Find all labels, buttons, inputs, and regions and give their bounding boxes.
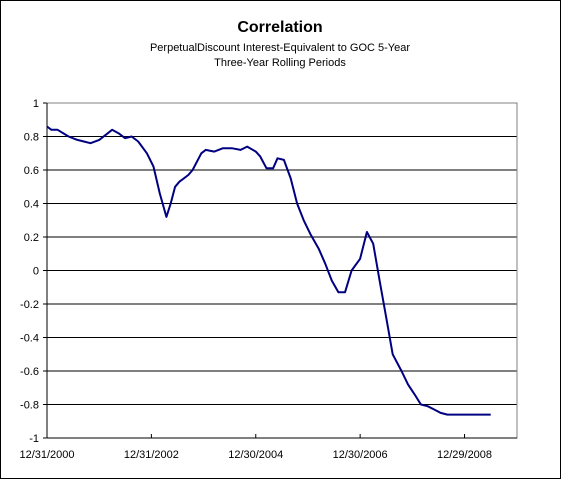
x-tick-label: 12/31/2002	[124, 449, 179, 461]
series-layer	[46, 125, 491, 416]
y-tick-label: 0.8	[24, 132, 39, 144]
x-tick-label: 12/31/2000	[19, 449, 74, 461]
axis-layer	[43, 102, 518, 439]
y-tick-label: -0.8	[20, 400, 39, 412]
y-tick-label: -1	[29, 433, 39, 445]
y-tick-label: 0.6	[24, 165, 39, 177]
y-tick-label: 0.4	[24, 199, 39, 211]
y-tick-label: 0	[33, 266, 39, 278]
grid-layer	[47, 102, 517, 405]
chart-subtitle-line-2: Three-Year Rolling Periods	[214, 57, 346, 69]
x-tick-label: 12/30/2006	[333, 449, 388, 461]
x-tick-label: 12/29/2008	[437, 449, 492, 461]
y-tick-label: 1	[33, 98, 39, 110]
y-tick-label: -0.6	[20, 366, 39, 378]
y-tick-label: 0.2	[24, 232, 39, 244]
x-tick-label: 12/30/2004	[228, 449, 283, 461]
tick-label-layer: 1 0.8 0.6 0.4 0.2 0 -0.2 -0.4 -0.6 -0.8 -1 12/31/20…	[19, 98, 492, 461]
chart-title: Correlation	[237, 19, 322, 36]
y-tick-label: -0.4	[20, 333, 39, 345]
chart-subtitle-line-1: PerpetualDiscount Interest-Equivalent to…	[150, 42, 410, 54]
series-line	[46, 125, 491, 416]
y-tick-label: -0.2	[20, 299, 39, 311]
